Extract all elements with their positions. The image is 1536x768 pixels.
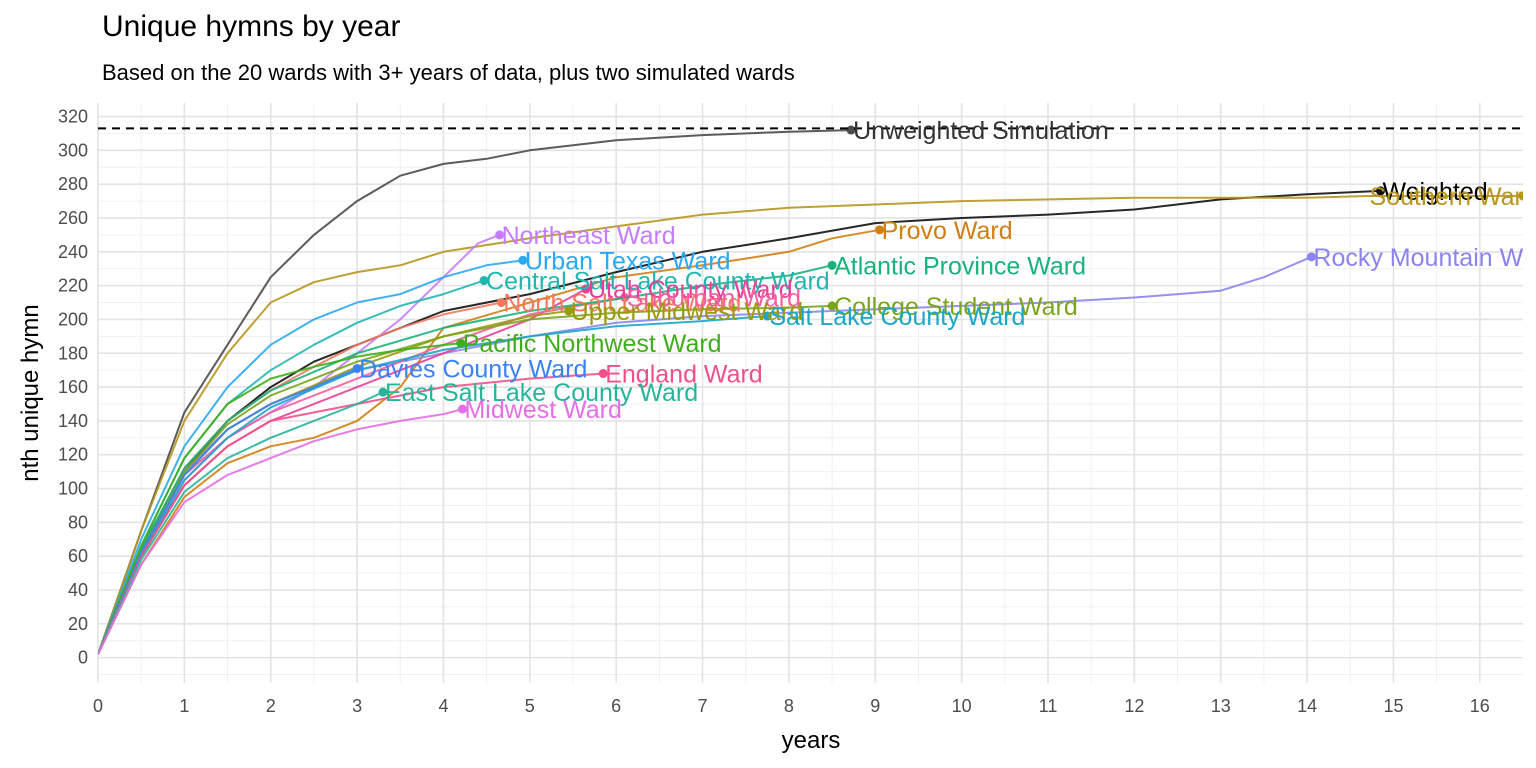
series-line — [98, 228, 880, 655]
series-label: Midwest Ward — [464, 396, 621, 424]
series-line — [98, 408, 463, 655]
series-endpoint — [479, 276, 489, 286]
x-tick-label: 13 — [1211, 696, 1231, 716]
series-label: Suburban Ward — [627, 284, 801, 312]
series-label: Unweighted Simulation — [853, 117, 1109, 145]
series-endpoint — [581, 284, 591, 294]
series-endpoint — [518, 255, 528, 265]
series-endpoint — [875, 225, 885, 235]
series-label: Urban Texas Ward — [525, 247, 731, 275]
y-tick-label: 260 — [58, 208, 88, 228]
x-tick-label: 10 — [952, 696, 972, 716]
series-label: Pacific Northwest Ward — [463, 330, 722, 358]
y-tick-label: 300 — [58, 140, 88, 160]
x-tick-label: 3 — [352, 696, 362, 716]
series-label: Atlantic Province Ward — [834, 252, 1086, 280]
series-label: Provo Ward — [882, 217, 1013, 245]
series-line — [98, 367, 358, 655]
series-label: Central Salt Lake County Ward — [486, 268, 830, 296]
y-tick-label: 220 — [58, 276, 88, 296]
y-tick-label: 160 — [58, 377, 88, 397]
series-endpoint — [846, 125, 856, 135]
chart-subtitle: Based on the 20 wards with 3+ years of d… — [102, 60, 795, 85]
y-tick-label: 320 — [58, 107, 88, 127]
series-line — [98, 259, 524, 655]
y-tick-label: 100 — [58, 479, 88, 499]
y-tick-label: 240 — [58, 242, 88, 262]
series-line — [98, 264, 833, 655]
x-tick-label: 15 — [1383, 696, 1403, 716]
series-line — [98, 129, 852, 655]
x-axis-title: years — [782, 727, 841, 754]
series-label: College Student Ward — [834, 293, 1078, 321]
series-endpoint — [827, 301, 837, 311]
series-label: England Ward — [605, 361, 763, 389]
y-tick-label: 180 — [58, 343, 88, 363]
x-tick-label: 14 — [1297, 696, 1317, 716]
y-tick-label: 40 — [68, 580, 88, 600]
series-label: Davies County Ward — [359, 355, 587, 383]
y-tick-label: 280 — [58, 174, 88, 194]
x-tick-label: 16 — [1470, 696, 1490, 716]
series-endpoint — [564, 306, 574, 316]
y-tick-label: 120 — [58, 445, 88, 465]
series-endpoint — [457, 404, 467, 414]
series-endpoint — [496, 298, 506, 308]
series-endpoint — [378, 387, 388, 397]
x-tick-label: 0 — [93, 696, 103, 716]
series-line — [98, 391, 384, 655]
y-tick-label: 60 — [68, 546, 88, 566]
x-tick-label: 9 — [870, 696, 880, 716]
series-line — [98, 195, 1523, 655]
series-group — [98, 125, 1523, 655]
x-tick-label: 2 — [266, 696, 276, 716]
series-endpoint — [1518, 191, 1523, 201]
x-tick-label: 1 — [179, 696, 189, 716]
y-tick-label: 80 — [68, 512, 88, 532]
x-tick-label: 11 — [1039, 696, 1058, 716]
x-tick-label: 4 — [438, 696, 448, 716]
series-label: Northeast Ward — [502, 222, 676, 250]
x-tick-label: 12 — [1124, 696, 1144, 716]
series-line — [98, 342, 461, 655]
x-tick-label: 8 — [784, 696, 794, 716]
series-label: Rocky Mountain Ward — [1313, 244, 1536, 272]
y-tick-label: 20 — [68, 614, 88, 634]
y-tick-label: 140 — [58, 411, 88, 431]
plot-panel — [98, 103, 1523, 683]
y-axis-title: nth unique hymn — [17, 304, 44, 481]
series-line — [98, 372, 604, 655]
x-tick-label: 7 — [698, 696, 708, 716]
series-endpoint — [352, 363, 362, 373]
x-tick-label: 6 — [611, 696, 621, 716]
x-tick-label: 5 — [525, 696, 535, 716]
y-tick-label: 0 — [78, 648, 88, 668]
y-tick-label: 200 — [58, 309, 88, 329]
chart-title: Unique hymns by year — [102, 10, 401, 43]
series-endpoint — [827, 260, 837, 270]
series-label: Upper Midwest Ward — [571, 298, 803, 326]
series-endpoint — [598, 369, 608, 379]
series-label: East Salt Lake County Ward — [385, 379, 698, 407]
series-endpoint — [495, 230, 505, 240]
series-label: North Salt Lake Ward — [503, 290, 741, 318]
series-endpoint — [1376, 186, 1385, 196]
series-endpoint — [1306, 252, 1316, 262]
series-label: Weighted — [1383, 178, 1488, 206]
series-label: Southern Ward — [1370, 183, 1536, 211]
series-endpoint — [762, 311, 772, 321]
series-label: Salt Lake County Ward — [769, 303, 1025, 331]
grid — [97, 103, 1523, 683]
axes: 0 1 2 3 4 5 6 7 8 9 10 11 12 13 14 15 160204060801001201… — [58, 107, 1490, 716]
series-label: Utah County Ward — [588, 276, 793, 304]
series-endpoint — [456, 338, 466, 348]
